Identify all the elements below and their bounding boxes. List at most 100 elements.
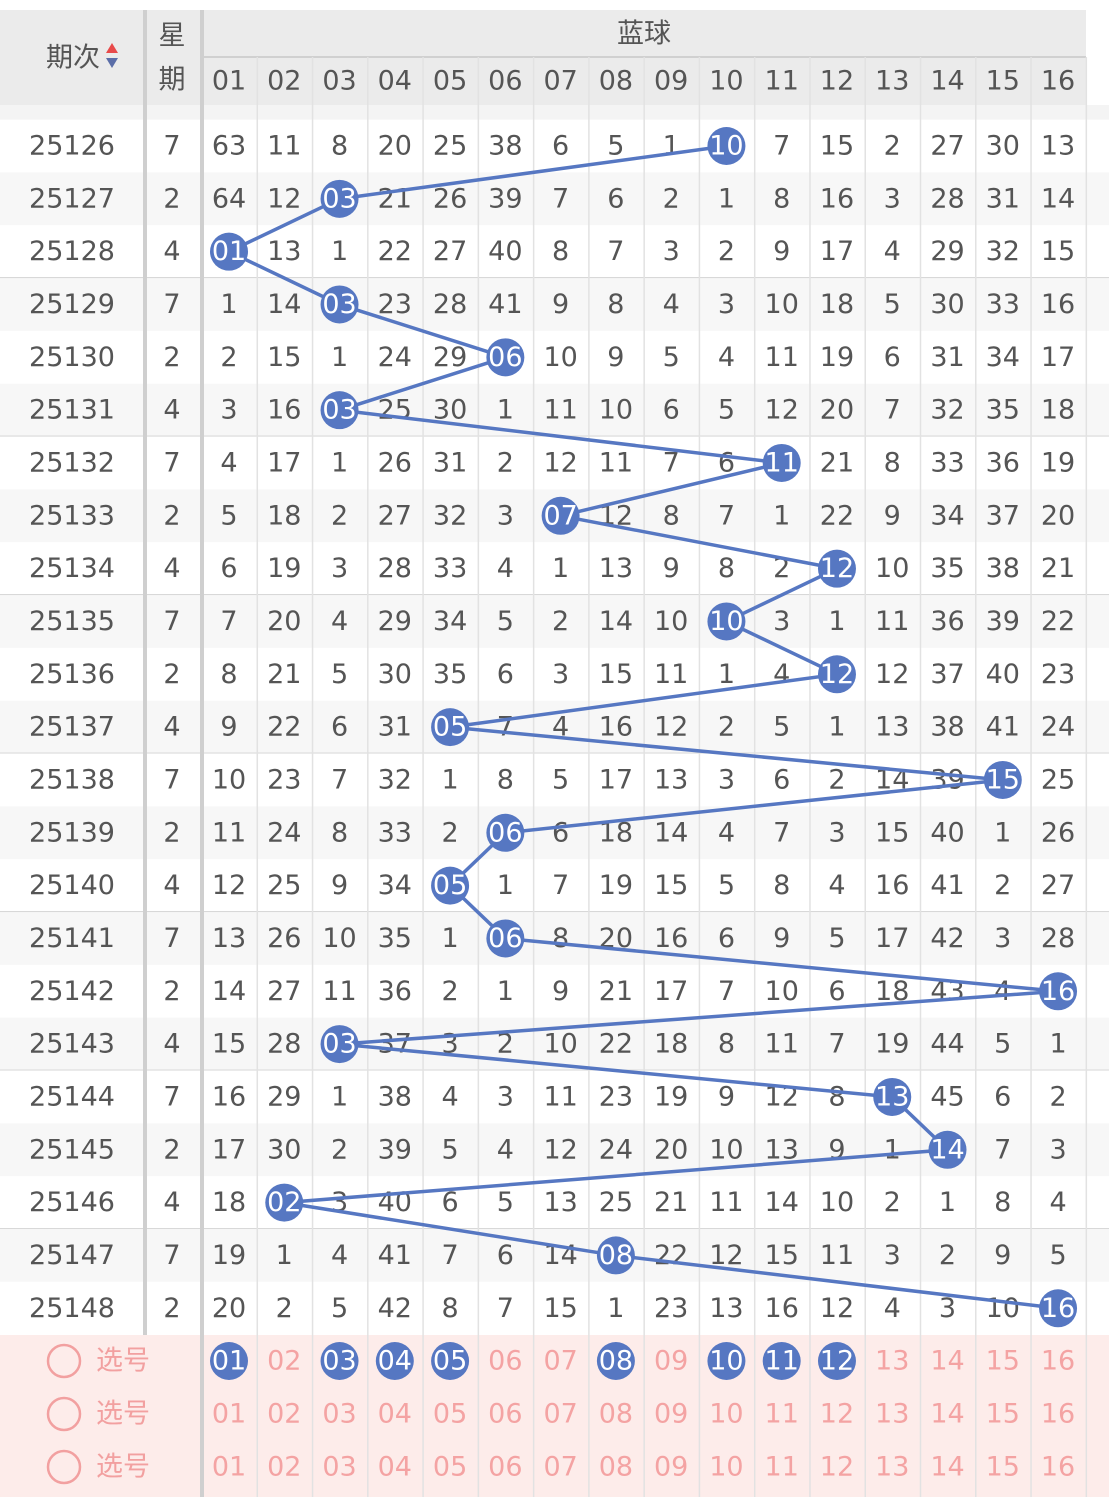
miss-count: 11 bbox=[654, 659, 688, 690]
miss-count: 12 bbox=[543, 447, 577, 478]
select-number[interactable]: 15 bbox=[986, 1452, 1020, 1483]
selected-ball[interactable] bbox=[707, 1342, 746, 1380]
selected-number[interactable]: 03 bbox=[322, 1346, 356, 1377]
miss-count: 24 bbox=[378, 342, 412, 373]
selected-number[interactable]: 04 bbox=[378, 1346, 412, 1377]
select-number[interactable]: 06 bbox=[488, 1346, 522, 1377]
miss-count: 1 bbox=[331, 447, 348, 478]
miss-count: 9 bbox=[552, 289, 569, 320]
selected-ball[interactable] bbox=[817, 1342, 856, 1380]
select-number[interactable]: 16 bbox=[1041, 1346, 1075, 1377]
period: 25129 bbox=[29, 289, 115, 320]
row-bg bbox=[0, 225, 1109, 279]
select-number[interactable]: 05 bbox=[433, 1452, 467, 1483]
miss-count: 7 bbox=[552, 183, 569, 214]
select-number[interactable]: 13 bbox=[875, 1346, 909, 1377]
miss-count: 36 bbox=[930, 606, 964, 637]
select-radio[interactable] bbox=[46, 1343, 82, 1379]
select-number[interactable]: 16 bbox=[1041, 1399, 1075, 1430]
selected-ball[interactable] bbox=[596, 1342, 635, 1380]
miss-count: 17 bbox=[1041, 342, 1075, 373]
select-number[interactable]: 13 bbox=[875, 1399, 909, 1430]
select-number[interactable]: 15 bbox=[986, 1346, 1020, 1377]
miss-count: 2 bbox=[497, 447, 514, 478]
selected-number[interactable]: 10 bbox=[709, 1346, 743, 1377]
select-number[interactable]: 06 bbox=[488, 1452, 522, 1483]
select-label[interactable]: 选号 bbox=[96, 1346, 150, 1377]
select-number[interactable]: 03 bbox=[322, 1452, 356, 1483]
ball-number: 07 bbox=[543, 500, 577, 531]
selected-number[interactable]: 05 bbox=[433, 1346, 467, 1377]
miss-count: 11 bbox=[543, 1081, 577, 1112]
miss-count: 1 bbox=[828, 712, 845, 743]
select-number[interactable]: 15 bbox=[986, 1399, 1020, 1430]
selected-number[interactable]: 01 bbox=[212, 1346, 246, 1377]
sort-up[interactable] bbox=[106, 43, 118, 53]
select-label[interactable]: 选号 bbox=[96, 1452, 150, 1483]
miss-count: 29 bbox=[433, 342, 467, 373]
selected-number[interactable]: 11 bbox=[765, 1346, 799, 1377]
miss-count: 25 bbox=[1041, 764, 1075, 795]
select-number[interactable]: 02 bbox=[267, 1452, 301, 1483]
select-number[interactable]: 10 bbox=[709, 1452, 743, 1483]
selected-ball[interactable] bbox=[762, 1342, 801, 1380]
selected-ball[interactable] bbox=[210, 1342, 248, 1380]
weekday: 7 bbox=[163, 447, 180, 478]
select-number[interactable]: 09 bbox=[654, 1452, 688, 1483]
select-number[interactable]: 14 bbox=[930, 1399, 964, 1430]
miss-count: 22 bbox=[1041, 606, 1075, 637]
select-number[interactable]: 08 bbox=[599, 1452, 633, 1483]
select-number[interactable]: 12 bbox=[820, 1452, 854, 1483]
miss-count: 38 bbox=[986, 553, 1020, 584]
select-number[interactable]: 14 bbox=[930, 1452, 964, 1483]
miss-count: 1 bbox=[663, 131, 680, 162]
select-number[interactable]: 02 bbox=[267, 1399, 301, 1430]
selected-ball[interactable] bbox=[375, 1342, 414, 1380]
weekday: 2 bbox=[163, 976, 180, 1007]
select-number[interactable]: 04 bbox=[378, 1452, 412, 1483]
select-number[interactable]: 02 bbox=[267, 1346, 301, 1377]
ball bbox=[486, 813, 525, 852]
period-header[interactable]: 期次 bbox=[46, 43, 100, 74]
select-number[interactable]: 06 bbox=[488, 1399, 522, 1430]
miss-count: 3 bbox=[331, 553, 348, 584]
select-radio[interactable] bbox=[46, 1396, 82, 1432]
miss-count: 25 bbox=[599, 1187, 633, 1218]
select-number[interactable]: 07 bbox=[543, 1452, 577, 1483]
select-number[interactable]: 03 bbox=[322, 1399, 356, 1430]
miss-count: 5 bbox=[773, 712, 790, 743]
period: 25147 bbox=[29, 1240, 115, 1271]
select-number[interactable]: 14 bbox=[930, 1346, 964, 1377]
select-number[interactable]: 08 bbox=[599, 1399, 633, 1430]
select-number[interactable]: 07 bbox=[543, 1346, 577, 1377]
select-number[interactable]: 07 bbox=[543, 1399, 577, 1430]
select-number[interactable]: 01 bbox=[212, 1452, 246, 1483]
miss-count: 14 bbox=[765, 1187, 799, 1218]
select-number[interactable]: 04 bbox=[378, 1399, 412, 1430]
miss-count: 16 bbox=[654, 923, 688, 954]
select-number[interactable]: 10 bbox=[709, 1399, 743, 1430]
select-number[interactable]: 16 bbox=[1041, 1452, 1075, 1483]
select-radio[interactable] bbox=[46, 1449, 82, 1485]
select-number[interactable]: 09 bbox=[654, 1346, 688, 1377]
miss-count: 7 bbox=[441, 1240, 458, 1271]
select-number[interactable]: 01 bbox=[212, 1399, 246, 1430]
weekday: 4 bbox=[163, 870, 180, 901]
select-number[interactable]: 11 bbox=[765, 1399, 799, 1430]
ball-number: 03 bbox=[322, 289, 356, 320]
selected-number[interactable]: 12 bbox=[820, 1346, 854, 1377]
select-number[interactable]: 13 bbox=[875, 1452, 909, 1483]
select-label[interactable]: 选号 bbox=[96, 1399, 150, 1430]
selected-ball[interactable] bbox=[431, 1342, 470, 1380]
select-number[interactable]: 05 bbox=[433, 1399, 467, 1430]
miss-count: 2 bbox=[276, 1293, 293, 1324]
select-number[interactable]: 09 bbox=[654, 1399, 688, 1430]
row-bg bbox=[0, 806, 1109, 860]
miss-count: 32 bbox=[433, 500, 467, 531]
miss-count: 10 bbox=[765, 289, 799, 320]
ball-number: 01 bbox=[212, 236, 246, 267]
selected-ball[interactable] bbox=[320, 1342, 359, 1380]
select-number[interactable]: 11 bbox=[765, 1452, 799, 1483]
select-number[interactable]: 12 bbox=[820, 1399, 854, 1430]
selected-number[interactable]: 08 bbox=[599, 1346, 633, 1377]
